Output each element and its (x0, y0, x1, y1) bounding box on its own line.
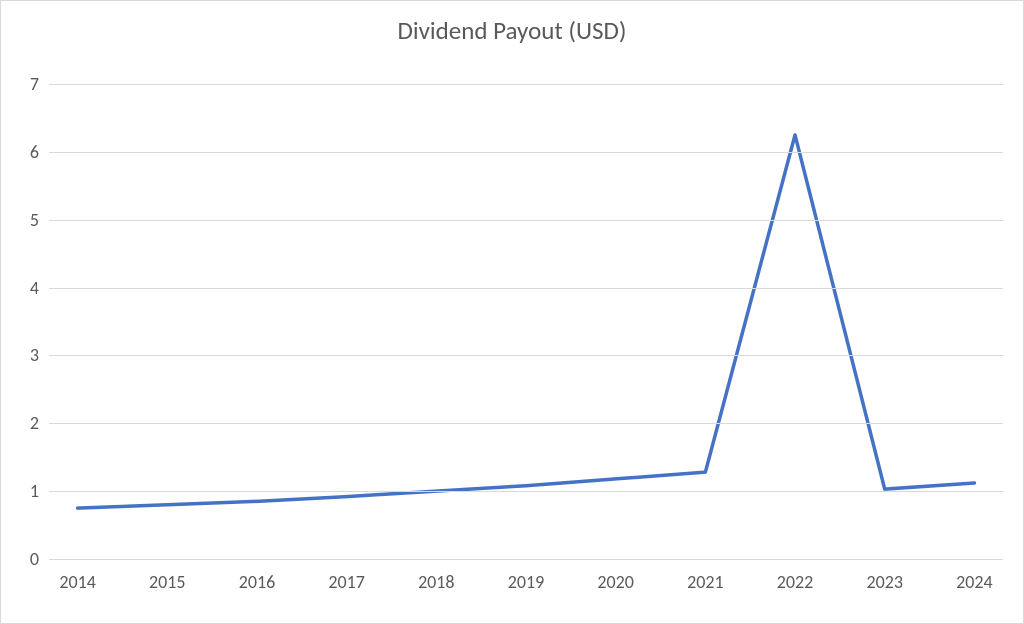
y-tick-label: 4 (30, 277, 49, 299)
x-tick-label: 2021 (687, 559, 724, 593)
y-tick-label: 2 (30, 412, 49, 434)
x-tick-label: 2016 (239, 559, 276, 593)
chart-title: Dividend Payout (USD) (1, 15, 1023, 46)
x-tick-label: 2017 (328, 559, 365, 593)
y-tick-label: 1 (30, 480, 49, 502)
y-tick-label: 5 (30, 209, 49, 231)
x-tick-label: 2022 (777, 559, 814, 593)
y-tick-label: 7 (30, 73, 49, 95)
x-tick-label: 2015 (149, 559, 186, 593)
chart-container: Dividend Payout (USD) 012345672014201520… (0, 0, 1024, 624)
gridline (49, 491, 1003, 492)
data-line (78, 135, 975, 508)
gridline (49, 288, 1003, 289)
x-tick-label: 2024 (956, 559, 993, 593)
line-chart-svg (49, 84, 1003, 559)
y-tick-label: 0 (30, 548, 49, 570)
gridline (49, 84, 1003, 85)
gridline (49, 423, 1003, 424)
x-tick-label: 2014 (59, 559, 96, 593)
plot-area: 0123456720142015201620172018201920202021… (49, 84, 1003, 559)
gridline (49, 220, 1003, 221)
x-tick-label: 2020 (597, 559, 634, 593)
gridline (49, 152, 1003, 153)
x-tick-label: 2019 (508, 559, 545, 593)
gridline (49, 355, 1003, 356)
x-tick-label: 2023 (866, 559, 903, 593)
y-tick-label: 6 (30, 141, 49, 163)
x-tick-label: 2018 (418, 559, 455, 593)
y-tick-label: 3 (30, 344, 49, 366)
